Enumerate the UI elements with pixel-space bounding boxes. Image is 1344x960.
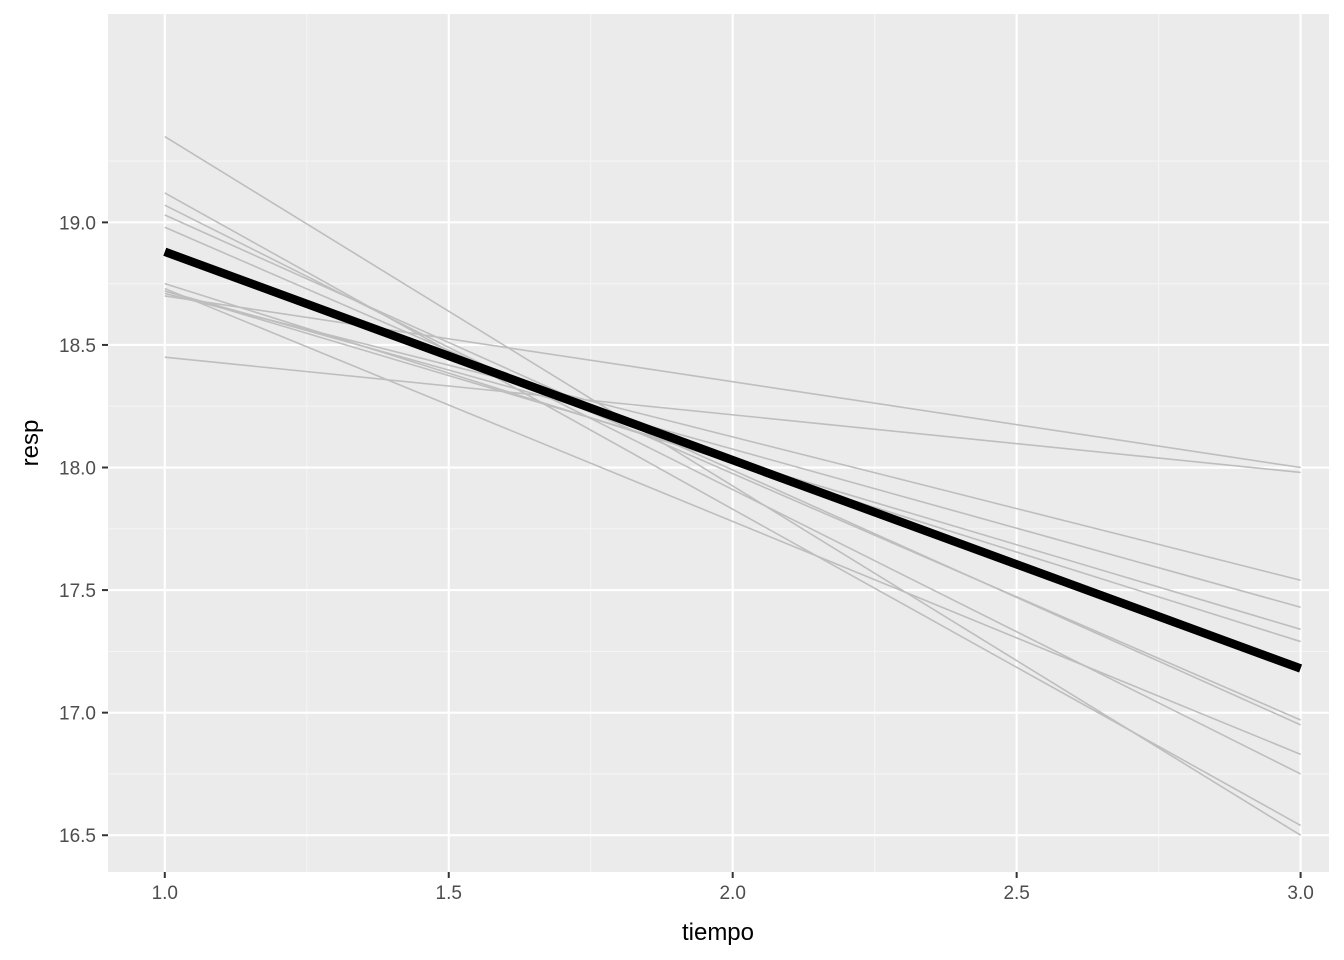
y-axis-title: resp bbox=[17, 420, 44, 467]
panel-background bbox=[108, 14, 1329, 872]
x-tick-label: 2.5 bbox=[1003, 883, 1029, 904]
individual-line bbox=[164, 287, 1301, 756]
individual-line bbox=[164, 356, 1301, 474]
y-tick-labels: 16.5 17.0 17.5 18.0 18.5 19.0 bbox=[59, 213, 96, 847]
individual-line bbox=[164, 192, 1301, 827]
individual-line bbox=[164, 135, 1302, 836]
axis-ticks bbox=[102, 221, 1302, 878]
y-tick-label: 18.5 bbox=[59, 336, 96, 357]
x-tick-label: 2.0 bbox=[719, 883, 745, 904]
x-tick-label: 1.0 bbox=[152, 883, 178, 904]
y-tick-label: 17.5 bbox=[59, 581, 96, 602]
x-tick-label: 1.5 bbox=[436, 883, 462, 904]
individual-line bbox=[164, 226, 1301, 721]
y-tick-label: 19.0 bbox=[59, 213, 96, 234]
individual-line bbox=[164, 214, 1301, 726]
x-tick-label: 3.0 bbox=[1287, 883, 1313, 904]
x-tick-labels: 1.0 1.5 2.0 2.5 3.0 bbox=[152, 883, 1314, 904]
individual-line bbox=[164, 292, 1301, 582]
mean-line bbox=[163, 247, 1303, 673]
x-axis-title: tiempo bbox=[682, 919, 754, 946]
individual-line bbox=[164, 290, 1301, 609]
y-tick-label: 17.0 bbox=[59, 704, 96, 725]
y-tick-label: 18.0 bbox=[59, 459, 96, 480]
minor-gridlines bbox=[108, 14, 1329, 872]
individual-lines bbox=[164, 135, 1302, 836]
mean-line-group bbox=[163, 247, 1303, 673]
y-tick-label: 16.5 bbox=[59, 826, 96, 847]
